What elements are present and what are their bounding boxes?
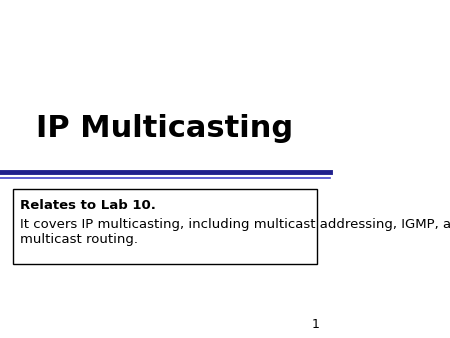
Text: 1: 1 <box>312 318 320 331</box>
Text: Relates to Lab 10.: Relates to Lab 10. <box>20 199 156 212</box>
Text: It covers IP multicasting, including multicast addressing, IGMP, and
multicast r: It covers IP multicasting, including mul… <box>20 218 450 246</box>
FancyBboxPatch shape <box>13 189 316 264</box>
Text: IP Multicasting: IP Multicasting <box>36 114 293 143</box>
